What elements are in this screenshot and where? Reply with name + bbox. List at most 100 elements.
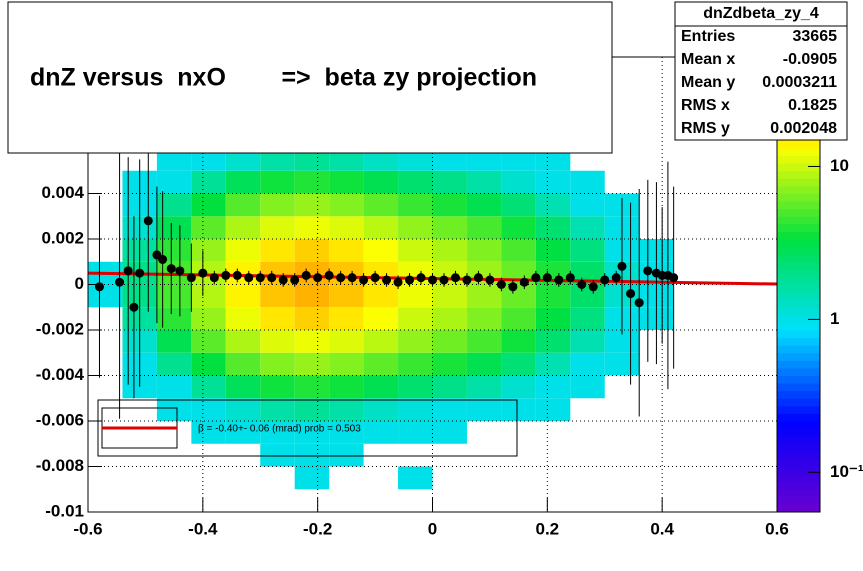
heatmap-cell bbox=[639, 444, 673, 467]
heatmap-cell bbox=[398, 216, 433, 239]
heatmap-cell bbox=[432, 375, 467, 399]
profile-point bbox=[617, 261, 627, 271]
profile-point bbox=[416, 273, 426, 283]
heatmap-cell bbox=[329, 170, 364, 194]
heatmap-cell bbox=[570, 216, 605, 239]
colorbar-band bbox=[777, 178, 820, 187]
heatmap-cell bbox=[604, 352, 640, 376]
heatmap-cell bbox=[501, 489, 535, 512]
y-tick-label: 0 bbox=[75, 274, 84, 293]
profile-point bbox=[313, 273, 323, 283]
heatmap-cell bbox=[329, 148, 364, 171]
stats-value: 0.0003211 bbox=[762, 74, 837, 91]
profile-point bbox=[462, 275, 472, 285]
heatmap-cell bbox=[260, 284, 295, 308]
heatmap-cell bbox=[535, 148, 571, 171]
heatmap-cell bbox=[674, 489, 708, 512]
profile-point bbox=[600, 275, 610, 285]
heatmap-cell bbox=[535, 284, 571, 308]
heatmap-cell bbox=[191, 467, 225, 490]
profile-point bbox=[267, 273, 277, 283]
heatmap-cell bbox=[433, 444, 467, 467]
heatmap-cell bbox=[398, 284, 433, 308]
chart-title: dnZ versus nxO => beta zy projection bbox=[30, 64, 537, 92]
colorbar-band bbox=[777, 474, 820, 483]
heatmap-cell bbox=[260, 148, 295, 171]
heatmap-cell bbox=[708, 307, 742, 330]
heatmap-cell bbox=[294, 375, 330, 399]
heatmap-cell bbox=[294, 193, 330, 217]
heatmap-cell bbox=[191, 239, 226, 262]
profile-point bbox=[508, 282, 518, 292]
heatmap-cell bbox=[674, 285, 708, 308]
heatmap-cell bbox=[708, 398, 742, 421]
heatmap-cell bbox=[570, 467, 604, 490]
heatmap-cell bbox=[570, 330, 605, 353]
legend-box bbox=[97, 399, 518, 457]
heatmap-cell bbox=[156, 216, 192, 239]
profile-point bbox=[94, 282, 104, 292]
profile-point bbox=[129, 302, 139, 312]
x-tick-label: -0.6 bbox=[73, 519, 102, 538]
heatmap-cell bbox=[501, 421, 535, 444]
stats-name: Mean y bbox=[681, 74, 735, 91]
heatmap-cell bbox=[225, 170, 261, 194]
heatmap-cell bbox=[363, 330, 399, 353]
heatmap-cell bbox=[398, 239, 433, 262]
profile-point bbox=[519, 277, 529, 287]
heatmap-cell bbox=[294, 443, 330, 467]
heatmap-cell bbox=[536, 489, 570, 512]
colorbar-band bbox=[777, 269, 820, 278]
profile-point bbox=[135, 268, 145, 278]
heatmap-cell bbox=[466, 398, 502, 421]
heatmap-cell bbox=[329, 352, 364, 376]
heatmap-cell bbox=[501, 148, 536, 171]
heatmap-cell bbox=[432, 307, 467, 330]
heatmap-cell bbox=[260, 375, 295, 399]
heatmap-cell bbox=[570, 239, 605, 262]
profile-point bbox=[209, 273, 219, 283]
heatmap-cell bbox=[708, 421, 742, 444]
heatmap-cell bbox=[225, 375, 261, 399]
legend: β = -0.40+- 0.06 (mrad) prob = 0.503 bbox=[97, 399, 518, 457]
heatmap-cell bbox=[225, 193, 261, 217]
heatmap-cell bbox=[364, 467, 398, 490]
heatmap-cell bbox=[743, 148, 777, 171]
heatmap-cell bbox=[260, 467, 294, 490]
colorbar-band bbox=[777, 345, 820, 354]
colorbar-band bbox=[777, 421, 820, 430]
heatmap-cell bbox=[226, 489, 260, 512]
heatmap-cell bbox=[329, 421, 364, 444]
heatmap-cell bbox=[708, 148, 742, 171]
heatmap-cell bbox=[639, 57, 673, 80]
colorbar-band bbox=[777, 148, 820, 157]
stats-box: dnZdbeta_zy_4 Entries 33665 Mean x -0.0905 M… bbox=[674, 1, 848, 141]
heatmap-cell bbox=[570, 170, 605, 194]
heatmap-cell bbox=[329, 398, 364, 421]
profile-point bbox=[485, 275, 495, 285]
profile-point bbox=[626, 289, 636, 299]
heatmap-cell bbox=[467, 444, 501, 467]
heatmap-cell bbox=[156, 352, 192, 376]
heatmap-cell bbox=[156, 307, 192, 330]
heatmap-cell bbox=[570, 284, 605, 308]
profile-point bbox=[232, 270, 242, 280]
heatmap-cell bbox=[743, 330, 777, 353]
colorbar-band bbox=[777, 193, 820, 202]
heatmap-cell bbox=[743, 444, 777, 467]
stats-name: RMS x bbox=[681, 97, 730, 114]
heatmap-cell bbox=[156, 375, 192, 399]
heatmap-cell bbox=[570, 193, 605, 217]
heatmap-cell bbox=[605, 489, 639, 512]
heatmap-cell bbox=[191, 444, 225, 467]
heatmap-cell bbox=[467, 489, 501, 512]
heatmap-cell bbox=[191, 489, 225, 512]
heatmap-cell bbox=[501, 352, 536, 376]
profile-point bbox=[382, 275, 392, 285]
colorbar-band bbox=[777, 451, 820, 460]
colorbar-band bbox=[777, 352, 820, 361]
heatmap-cell bbox=[157, 489, 191, 512]
heatmap-cell bbox=[432, 170, 467, 194]
heatmap-cell bbox=[122, 444, 156, 467]
heatmap-cell bbox=[294, 421, 330, 444]
